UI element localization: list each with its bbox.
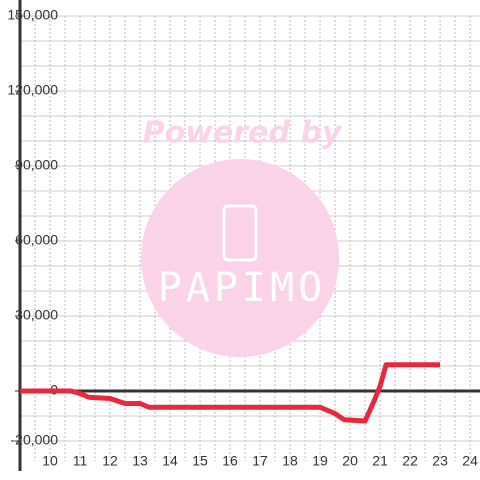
y-tick-label: 120,000: [7, 82, 58, 98]
x-tick-label: 13: [132, 453, 148, 469]
x-tick-label: 23: [432, 453, 448, 469]
x-tick-label: 10: [42, 453, 58, 469]
x-tick-label: 22: [402, 453, 418, 469]
y-tick-label: 30,000: [15, 307, 58, 323]
x-tick-label: 12: [102, 453, 118, 469]
y-tick-label: 150,000: [7, 7, 58, 23]
data-line: [20, 362, 441, 424]
y-tick-label: 60,000: [15, 232, 58, 248]
watermark-text: Powered by: [143, 116, 343, 151]
x-tick-label: 18: [282, 453, 298, 469]
x-tick-label: 14: [162, 453, 178, 469]
y-tick-label: 90,000: [15, 157, 58, 173]
x-tick-label: 19: [312, 453, 328, 469]
watermark-circle: [141, 159, 339, 357]
watermark-logo: PAPIMO: [158, 265, 327, 311]
x-tick-label: 11: [73, 453, 88, 469]
y-tick-label: -20,000: [11, 432, 59, 448]
x-tick-label: 21: [372, 453, 388, 469]
x-tick-label: 15: [192, 453, 208, 469]
x-tick-label: 17: [252, 453, 268, 469]
x-tick-label: 24: [462, 453, 478, 469]
x-tick-label: 20: [342, 453, 358, 469]
watermark-phone: [222, 204, 258, 262]
x-tick-label: 16: [222, 453, 238, 469]
